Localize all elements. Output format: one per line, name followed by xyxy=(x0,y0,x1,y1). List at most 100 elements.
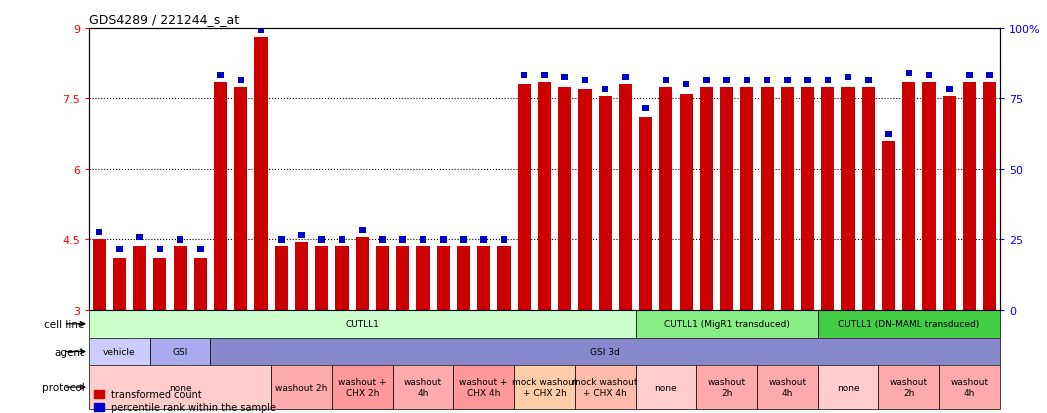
Bar xyxy=(417,247,429,310)
Bar xyxy=(500,237,507,243)
Bar xyxy=(966,73,973,79)
Bar xyxy=(743,77,750,83)
Text: washout 2h: washout 2h xyxy=(275,383,328,392)
Bar xyxy=(116,246,122,252)
Bar xyxy=(760,88,774,310)
Bar xyxy=(842,88,854,310)
Text: vehicle: vehicle xyxy=(103,347,136,356)
Bar xyxy=(400,237,406,243)
Text: none: none xyxy=(837,383,860,392)
Bar xyxy=(622,75,628,81)
Bar xyxy=(663,77,669,83)
Bar xyxy=(359,228,365,234)
Bar xyxy=(89,338,150,366)
Bar xyxy=(89,310,636,338)
Bar xyxy=(177,237,183,243)
Bar xyxy=(477,247,490,310)
Text: mock washout
+ CHX 4h: mock washout + CHX 4h xyxy=(573,377,638,397)
Bar xyxy=(339,237,346,243)
Bar xyxy=(878,366,939,409)
Bar xyxy=(456,247,470,310)
Text: washout
4h: washout 4h xyxy=(768,377,806,397)
Text: cell line: cell line xyxy=(44,319,85,329)
Bar xyxy=(801,88,815,310)
Text: none: none xyxy=(654,383,677,392)
Bar xyxy=(983,83,997,310)
Bar xyxy=(96,230,103,236)
Bar xyxy=(942,97,956,310)
Bar xyxy=(420,237,426,243)
Text: GSI: GSI xyxy=(173,347,187,356)
Bar xyxy=(757,366,818,409)
Bar xyxy=(150,338,210,366)
Bar xyxy=(136,235,142,241)
Bar xyxy=(886,131,892,138)
Legend: transformed count, percentile rank within the sample: transformed count, percentile rank withi… xyxy=(94,389,276,412)
Bar xyxy=(818,310,1000,338)
Bar xyxy=(396,247,409,310)
Bar xyxy=(696,366,757,409)
Bar xyxy=(561,75,567,81)
Text: washout
2h: washout 2h xyxy=(708,377,745,397)
Bar xyxy=(194,259,207,310)
Bar xyxy=(295,242,308,310)
Bar xyxy=(440,237,446,243)
Bar xyxy=(197,246,203,252)
Bar xyxy=(582,77,588,83)
Bar xyxy=(926,73,932,79)
Bar xyxy=(575,366,636,409)
Bar xyxy=(825,77,831,83)
Bar xyxy=(636,366,696,409)
Text: protocol: protocol xyxy=(42,382,85,392)
Bar xyxy=(315,247,329,310)
Bar xyxy=(298,232,305,238)
Bar xyxy=(113,259,126,310)
Bar xyxy=(845,75,851,81)
Bar xyxy=(481,237,487,243)
Bar xyxy=(379,237,385,243)
Bar xyxy=(521,73,528,79)
Bar xyxy=(437,247,450,310)
Bar xyxy=(133,247,147,310)
Bar xyxy=(356,237,369,310)
Text: GDS4289 / 221244_s_at: GDS4289 / 221244_s_at xyxy=(89,13,239,26)
Text: CUTLL1 (DN-MAML transduced): CUTLL1 (DN-MAML transduced) xyxy=(839,320,979,328)
Bar xyxy=(89,366,271,409)
Text: CUTLL1 (MigR1 transduced): CUTLL1 (MigR1 transduced) xyxy=(664,320,789,328)
Bar xyxy=(639,118,652,310)
Bar xyxy=(704,77,710,83)
Bar xyxy=(636,310,818,338)
Bar xyxy=(862,88,875,310)
Bar xyxy=(153,259,166,310)
Bar xyxy=(804,77,810,83)
Bar xyxy=(660,88,672,310)
Bar xyxy=(274,247,288,310)
Bar xyxy=(497,247,511,310)
Bar xyxy=(218,73,224,79)
Bar xyxy=(946,87,953,93)
Bar xyxy=(318,237,325,243)
Text: washout
4h: washout 4h xyxy=(404,377,442,397)
Bar xyxy=(683,82,689,88)
Bar xyxy=(517,85,531,310)
Bar xyxy=(157,246,163,252)
Bar xyxy=(393,366,453,409)
Text: washout
4h: washout 4h xyxy=(951,377,988,397)
Text: agent: agent xyxy=(54,347,85,357)
Bar xyxy=(643,105,649,112)
Bar xyxy=(92,240,106,310)
Bar xyxy=(865,77,871,83)
Bar xyxy=(538,83,551,310)
Bar xyxy=(784,77,790,83)
Bar xyxy=(238,77,244,83)
Bar xyxy=(235,88,247,310)
Text: mock washout
+ CHX 2h: mock washout + CHX 2h xyxy=(512,377,577,397)
Bar xyxy=(258,28,264,34)
Text: none: none xyxy=(169,383,192,392)
Bar xyxy=(986,73,993,79)
Bar xyxy=(599,97,611,310)
Bar xyxy=(558,88,572,310)
Bar xyxy=(461,237,467,243)
Bar xyxy=(376,247,389,310)
Bar xyxy=(214,83,227,310)
